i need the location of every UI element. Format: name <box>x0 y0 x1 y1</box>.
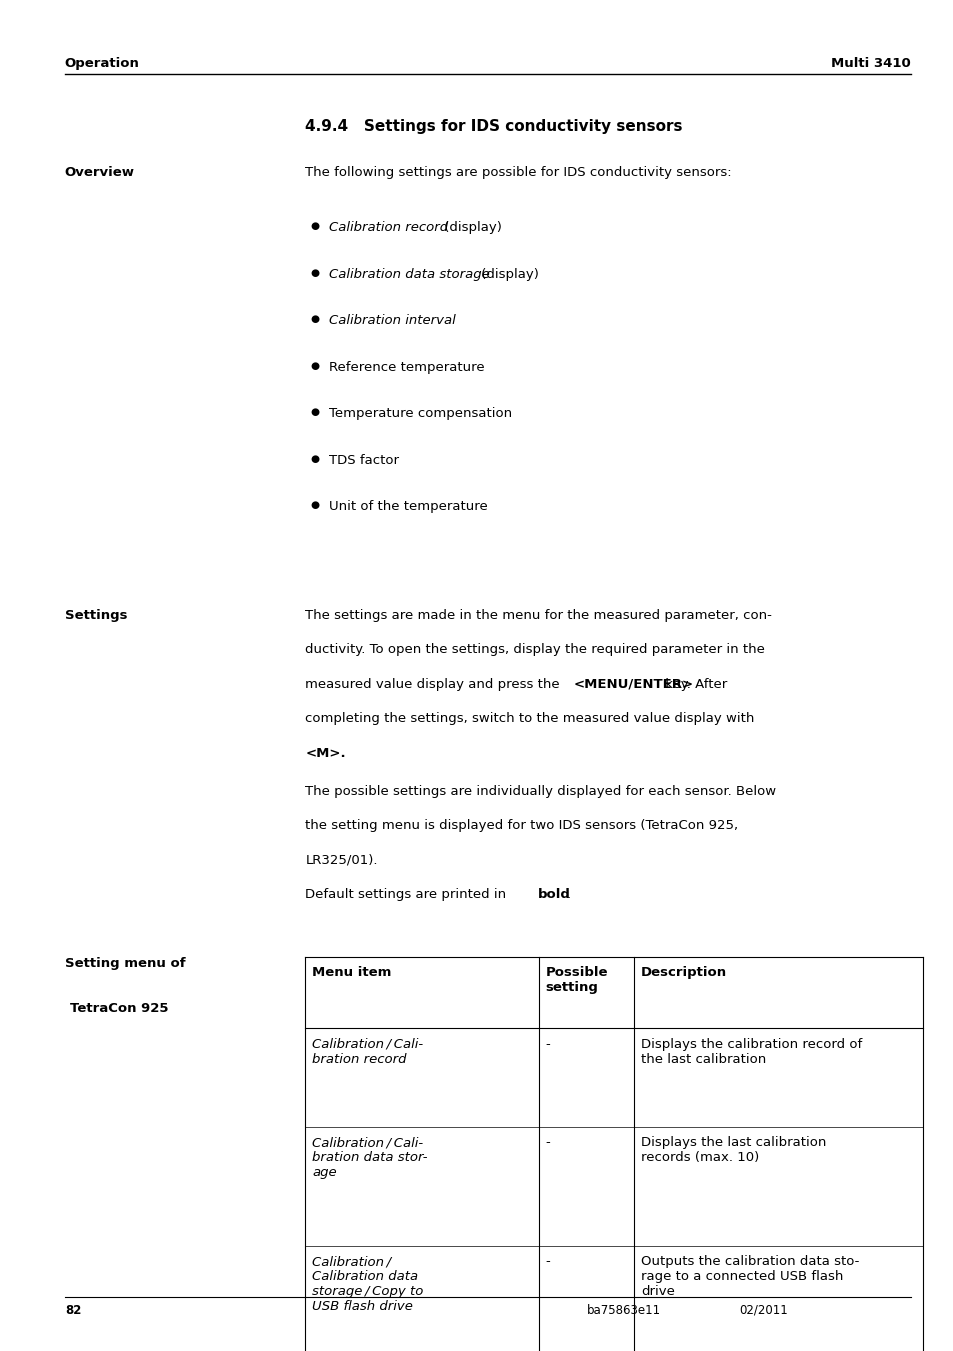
Text: Calibration / Cali-
bration record: Calibration / Cali- bration record <box>312 1038 422 1066</box>
Text: ●: ● <box>310 222 318 231</box>
Text: -: - <box>545 1038 550 1051</box>
Text: Description: Description <box>640 966 726 979</box>
Text: Displays the last calibration
records (max. 10): Displays the last calibration records (m… <box>640 1136 825 1165</box>
Text: ●: ● <box>310 267 318 278</box>
Text: Calibration /
Calibration data
storage / Copy to
USB flash drive: Calibration / Calibration data storage /… <box>312 1255 423 1313</box>
Text: Unit of the temperature: Unit of the temperature <box>329 500 487 513</box>
Text: ●: ● <box>310 454 318 463</box>
Text: Outputs the calibration data sto-
rage to a connected USB flash
drive: Outputs the calibration data sto- rage t… <box>640 1255 859 1298</box>
Text: Calibration interval: Calibration interval <box>329 315 456 327</box>
Text: ductivity. To open the settings, display the required parameter in the: ductivity. To open the settings, display… <box>305 643 764 657</box>
Text: -: - <box>545 1136 550 1150</box>
Text: Possible
setting: Possible setting <box>545 966 608 994</box>
Text: Settings: Settings <box>65 609 128 621</box>
Text: Default settings are printed in: Default settings are printed in <box>305 888 510 901</box>
Text: the setting menu is displayed for two IDS sensors (TetraCon 925,: the setting menu is displayed for two ID… <box>305 819 738 832</box>
Text: Operation: Operation <box>65 57 139 70</box>
Text: <M>.: <M>. <box>305 747 346 759</box>
Text: 82: 82 <box>65 1304 81 1317</box>
Text: Overview: Overview <box>65 166 134 180</box>
Text: 02/2011: 02/2011 <box>739 1304 787 1317</box>
Text: 4.9.4   Settings for IDS conductivity sensors: 4.9.4 Settings for IDS conductivity sens… <box>305 119 682 134</box>
Text: The settings are made in the menu for the measured parameter, con-: The settings are made in the menu for th… <box>305 609 771 621</box>
Text: ●: ● <box>310 500 318 511</box>
Text: Menu item: Menu item <box>312 966 391 979</box>
Text: (display): (display) <box>476 267 538 281</box>
Text: Calibration record: Calibration record <box>329 222 448 234</box>
Text: Calibration data storage: Calibration data storage <box>329 267 490 281</box>
Text: Setting menu of: Setting menu of <box>65 957 185 970</box>
Text: TDS factor: TDS factor <box>329 454 398 467</box>
Text: .: . <box>566 888 570 901</box>
Text: key. After: key. After <box>660 678 726 690</box>
Text: The possible settings are individually displayed for each sensor. Below: The possible settings are individually d… <box>305 785 776 797</box>
Text: ba75863e11: ba75863e11 <box>586 1304 660 1317</box>
Text: bold: bold <box>537 888 570 901</box>
Text: ●: ● <box>310 315 318 324</box>
Text: Reference temperature: Reference temperature <box>329 361 484 374</box>
Text: Displays the calibration record of
the last calibration: Displays the calibration record of the l… <box>640 1038 862 1066</box>
Text: ●: ● <box>310 408 318 417</box>
Text: The following settings are possible for IDS conductivity sensors:: The following settings are possible for … <box>305 166 731 180</box>
Text: Multi 3410: Multi 3410 <box>830 57 910 70</box>
Text: Temperature compensation: Temperature compensation <box>329 408 512 420</box>
Text: LR325/01).: LR325/01). <box>305 854 377 866</box>
Text: -: - <box>545 1255 550 1269</box>
Text: (display): (display) <box>439 222 501 234</box>
Text: <MENU/ENTER>: <MENU/ENTER> <box>573 678 693 690</box>
Text: TetraCon 925: TetraCon 925 <box>70 1001 168 1015</box>
Text: measured value display and press the: measured value display and press the <box>305 678 563 690</box>
Text: completing the settings, switch to the measured value display with: completing the settings, switch to the m… <box>305 712 754 725</box>
Text: ●: ● <box>310 361 318 370</box>
Text: Calibration / Cali-
bration data stor-
age: Calibration / Cali- bration data stor- a… <box>312 1136 427 1179</box>
